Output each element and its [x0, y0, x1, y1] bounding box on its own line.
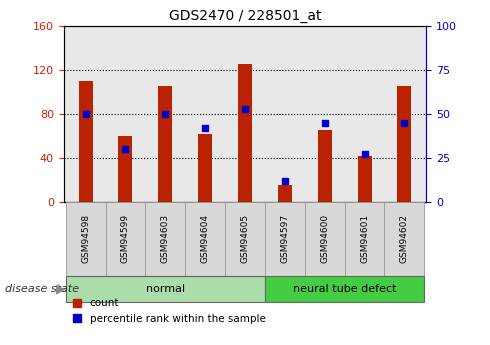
Bar [119, 136, 132, 202]
Bar [358, 156, 371, 202]
Text: GSM94605: GSM94605 [241, 214, 249, 264]
Text: GSM94602: GSM94602 [400, 214, 409, 264]
Bar [78, 81, 93, 202]
Bar [158, 86, 172, 202]
Bar [198, 134, 212, 202]
Text: disease state: disease state [5, 284, 79, 294]
Bar [238, 65, 252, 202]
Text: GSM94600: GSM94600 [320, 214, 329, 264]
Bar [278, 185, 292, 202]
Legend: count, percentile rank within the sample: count, percentile rank within the sample [69, 294, 270, 328]
Text: GSM94599: GSM94599 [121, 214, 130, 264]
Text: GSM94601: GSM94601 [360, 214, 369, 264]
Text: ▶: ▶ [56, 283, 66, 295]
Title: GDS2470 / 228501_at: GDS2470 / 228501_at [169, 9, 321, 23]
Text: GSM94598: GSM94598 [81, 214, 90, 264]
Text: GSM94597: GSM94597 [280, 214, 290, 264]
Text: GSM94604: GSM94604 [200, 214, 210, 264]
Bar [318, 130, 332, 202]
Text: neural tube defect: neural tube defect [293, 284, 396, 294]
Text: GSM94603: GSM94603 [161, 214, 170, 264]
Bar [397, 86, 412, 202]
Text: normal: normal [146, 284, 185, 294]
